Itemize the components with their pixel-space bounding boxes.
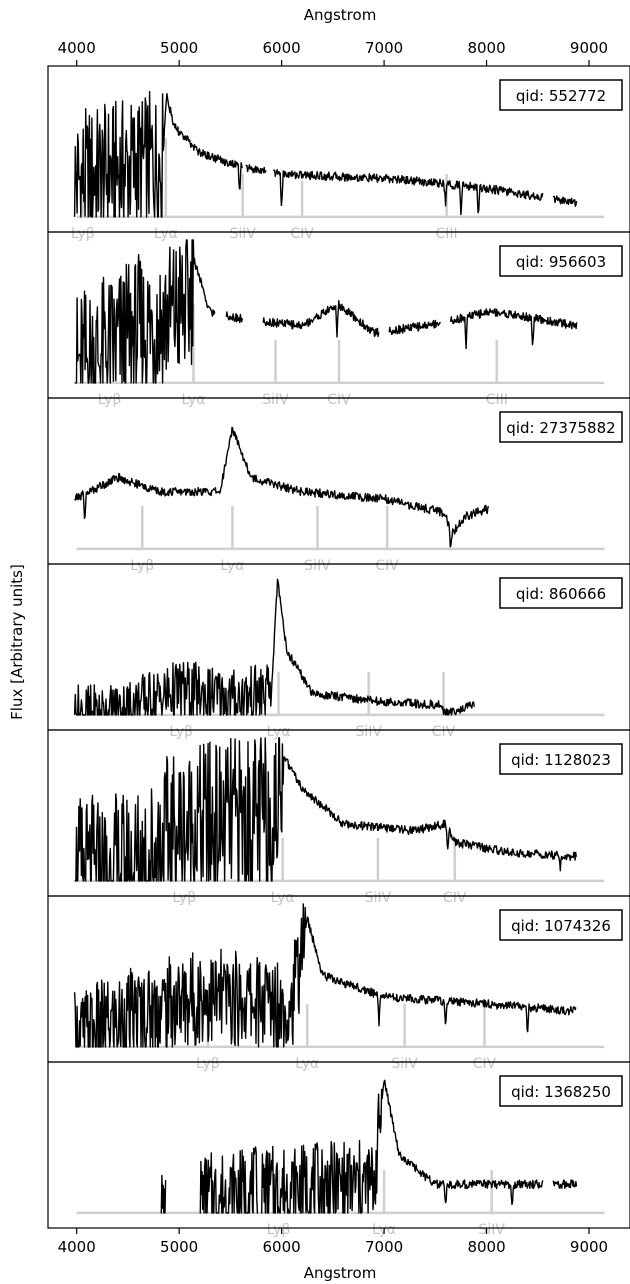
emission-line-label: SiIV [262,392,289,408]
x-tick-label-top: 8000 [467,39,505,57]
qid-label: qid: 1368250 [511,1083,611,1101]
emission-line-label: Lyβ [172,890,196,906]
x-tick-label-bottom: 7000 [365,1238,403,1256]
emission-line-label: Lyβ [98,392,122,408]
emission-line-label: Lyα [154,226,178,242]
emission-line-label: Lyα [220,558,244,574]
emission-line-label: SiIV [229,226,256,242]
x-tick-label-bottom: 9000 [570,1238,608,1256]
emission-line-label: SiIV [391,1056,418,1072]
x-tick-label-top: 7000 [365,39,403,57]
emission-line-label: SiIV [365,890,392,906]
emission-line-label: Lyα [295,1056,319,1072]
x-tick-label-bottom: 4000 [58,1238,96,1256]
emission-line-label: CIV [432,724,456,740]
qid-label: qid: 1128023 [511,751,611,769]
panels: Lyβ Lyα SiIV CIV CIII qid: 552772 Lyβ Lyα SiIV CI… [48,66,630,1238]
emission-line-label: Lyβ [71,226,95,242]
emission-line-label: Lyβ [130,558,154,574]
x-tick-label-top: 9000 [570,39,608,57]
x-tick-label-top: 4000 [58,39,96,57]
emission-line-label: Lyα [271,890,295,906]
qid-label: qid: 27375882 [506,419,615,437]
emission-line-label: SiIV [304,558,331,574]
qid-label: qid: 552772 [516,87,606,105]
emission-line-label: CIII [486,392,508,408]
x-tick-label-bottom: 5000 [160,1238,198,1256]
panel-3: Lyβ Lyα SiIV CIV qid: 27375882 [48,398,630,574]
spectrum-line [75,427,489,546]
x-axes: 4000 4000 5000 5000 6000 6000 7000 7000 8000 8000… [58,39,609,1256]
spectrum-line [75,579,475,715]
emission-line-label: CIV [443,890,467,906]
x-tick-label-top: 6000 [263,39,301,57]
emission-line-label: SiIV [355,724,382,740]
emission-line-label: SiIV [478,1222,505,1238]
y-axis-label: Flux [Arbitrary units] [8,564,26,720]
panel-2: Lyβ Lyα SiIV CIV CIII qid: 956603 [48,232,630,408]
top-axis-label: Angstrom [304,6,377,24]
emission-line-label: CIV [473,1056,497,1072]
x-tick-label-bottom: 8000 [467,1238,505,1256]
emission-line-label: Lyβ [267,1222,291,1238]
emission-line-label: Lyβ [196,1056,220,1072]
panel-6: Lyβ Lyα SiIV CIV qid: 1074326 [48,896,630,1072]
x-tick-label-bottom: 6000 [263,1238,301,1256]
qid-label: qid: 860666 [516,585,606,603]
emission-line-label: Lyβ [169,724,193,740]
panel-1: Lyβ Lyα SiIV CIV CIII qid: 552772 [48,66,630,242]
panel-5: Lyβ Lyα SiIV CIV qid: 1128023 [48,730,630,906]
emission-line-label: CIV [375,558,399,574]
qid-label: qid: 956603 [516,253,606,271]
x-tick-label-top: 5000 [160,39,198,57]
emission-line-label: CIV [290,226,314,242]
emission-line-label: Lyα [181,392,205,408]
bottom-axis-label: Angstrom [304,1264,377,1282]
emission-line-label: CIV [327,392,351,408]
qid-label: qid: 1074326 [511,917,611,935]
emission-line-label: CIII [436,226,458,242]
